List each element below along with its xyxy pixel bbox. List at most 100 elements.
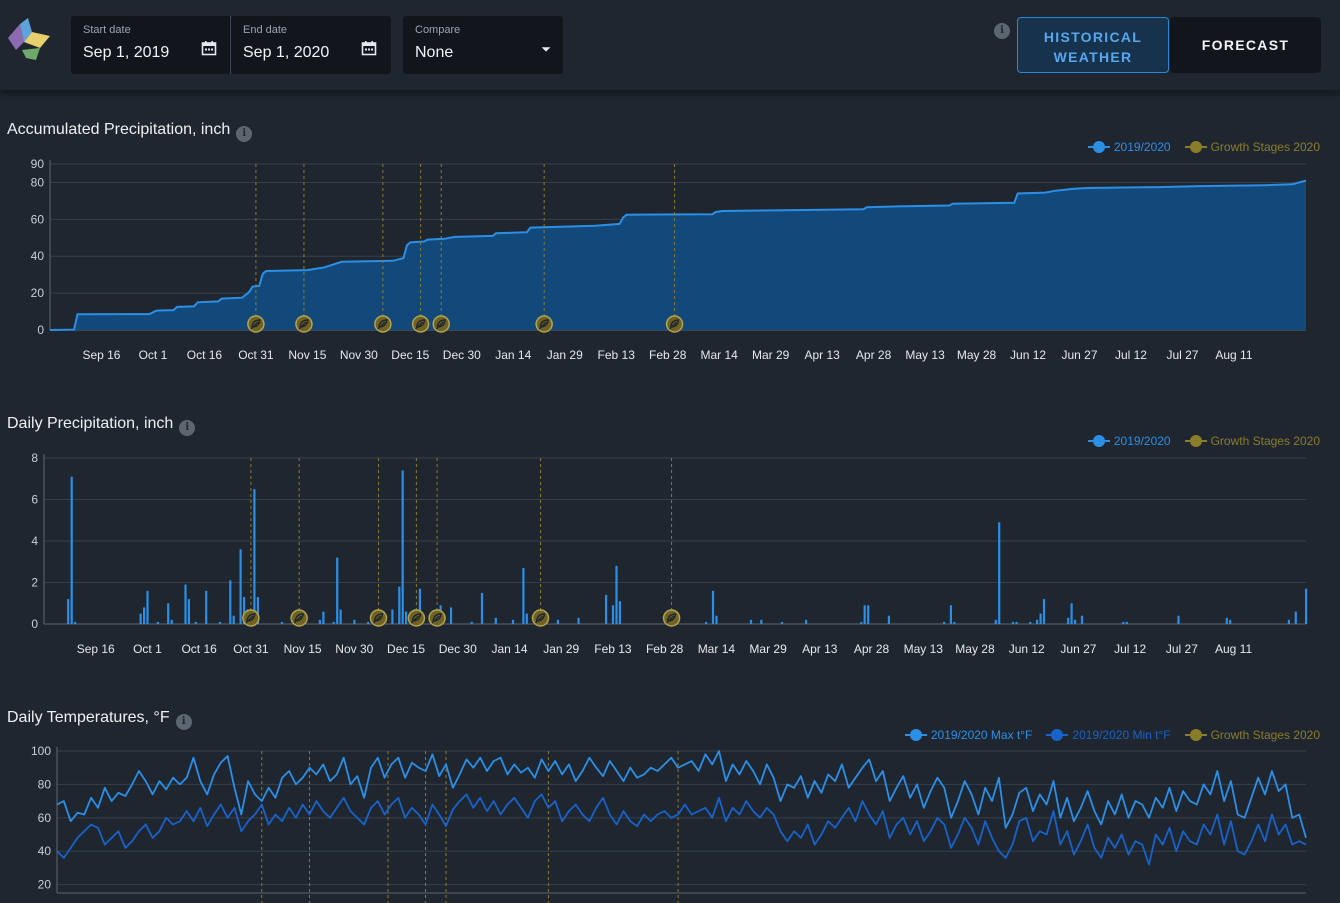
y-tick-label: 8 — [31, 451, 38, 465]
logo[interactable] — [6, 16, 54, 62]
min-temp-line — [56, 793, 1307, 866]
max-temp-line — [56, 750, 1307, 839]
precip-bar — [405, 611, 408, 624]
daily-temps-chart: 20 40 60 80 100 — [31, 744, 1307, 903]
precip-bar — [1015, 621, 1018, 624]
precip-bar — [1225, 617, 1228, 624]
info-icon[interactable]: i — [236, 126, 253, 142]
x-tick-label: Oct 1 — [139, 348, 168, 362]
x-tick-label: Jun 27 — [1061, 348, 1097, 362]
legend-item-min[interactable]: 2019/2020 Min t°F — [1046, 728, 1171, 742]
legend-item-growth-stages[interactable]: Growth Stages 2020 — [1184, 434, 1320, 448]
x-tick-label: Apr 28 — [856, 348, 892, 362]
precip-bar — [232, 615, 235, 624]
x-tick-label: Apr 28 — [854, 642, 890, 656]
precip-bar — [943, 621, 946, 624]
calendar-icon[interactable] — [361, 40, 377, 56]
precip-bar — [418, 588, 421, 624]
legend-label: Growth Stages 2020 — [1210, 728, 1320, 742]
precip-bar — [863, 605, 866, 624]
growth-stage-leaf-icon — [250, 319, 261, 330]
precip-bar — [253, 489, 256, 624]
daily-precip-chart: 0 2 4 6 8 Sep 16 Oct 1 Oct 16 Oct 31 Nov 15 Nov 30… — [31, 451, 1308, 656]
compare-value[interactable]: None — [415, 44, 454, 61]
x-tick-label: Aug 11 — [1215, 642, 1252, 656]
x-tick-label: May 13 — [905, 348, 945, 362]
growth-stage-leaf-icon — [538, 319, 549, 330]
legend-item-max[interactable]: 2019/2020 Max t°F — [904, 728, 1033, 742]
growth-stage-leaf-icon — [298, 319, 309, 330]
y-tick-label: 100 — [31, 744, 51, 758]
x-tick-label: Oct 31 — [233, 642, 269, 656]
precip-bar — [280, 621, 284, 624]
end-date-field[interactable]: End date Sep 1, 2020 — [231, 16, 391, 74]
x-tick-label: Oct 16 — [187, 348, 223, 362]
x-tick-label: Jan 14 — [495, 348, 531, 362]
start-date-value[interactable]: Sep 1, 2019 — [83, 44, 170, 61]
precip-bar — [1122, 621, 1125, 624]
y-tick-label: 40 — [38, 844, 52, 858]
x-tick-label: Jun 12 — [1010, 348, 1046, 362]
precip-bar — [1125, 621, 1128, 624]
info-icon[interactable]: i — [175, 714, 192, 730]
legend-marker-icon — [1184, 434, 1207, 448]
precip-bar — [525, 613, 528, 624]
legend-item-growth-stages[interactable]: Growth Stages 2020 — [1184, 728, 1320, 742]
top-toolbar: Start date Sep 1, 2019 End date Sep 1, 2… — [0, 0, 1340, 90]
precip-bar — [332, 621, 335, 624]
end-date-value[interactable]: Sep 1, 2020 — [243, 44, 330, 61]
x-tick-label: Nov 15 — [288, 348, 326, 362]
x-tick-label: Apr 13 — [802, 642, 838, 656]
x-tick-label: Feb 13 — [594, 642, 632, 656]
precip-bar — [494, 617, 497, 624]
precip-bar — [867, 605, 870, 624]
y-tick-label: 4 — [31, 534, 38, 548]
legend-label: 2019/2020 Min t°F — [1072, 728, 1171, 742]
info-icon[interactable]: i — [994, 23, 1010, 39]
precip-bar — [994, 619, 997, 624]
growth-stage-leaf-icon — [435, 319, 447, 330]
precip-bar — [318, 619, 321, 624]
historical-weather-button[interactable]: HISTORICAL WEATHER — [1017, 17, 1169, 73]
legend-item-series[interactable]: 2019/2020 — [1087, 140, 1171, 154]
x-tick-label: Feb 28 — [649, 348, 687, 362]
forecast-button[interactable]: FORECAST — [1170, 17, 1321, 73]
legend-item-series[interactable]: 2019/2020 — [1087, 434, 1171, 448]
precip-bar — [605, 594, 608, 624]
calendar-icon[interactable] — [201, 40, 217, 56]
legend-label: Growth Stages 2020 — [1210, 140, 1320, 154]
precip-bar — [1042, 599, 1046, 624]
start-date-field[interactable]: Start date Sep 1, 2019 — [71, 16, 231, 74]
x-tick-label: Dec 15 — [391, 348, 429, 362]
y-tick-label: 6 — [31, 493, 38, 507]
x-tick-label: Dec 30 — [439, 642, 477, 656]
precip-bar — [156, 621, 159, 624]
legend-marker-icon — [1087, 434, 1110, 448]
precip-bar — [715, 615, 718, 624]
accumulated-line — [49, 179, 1307, 331]
precip-bar — [511, 619, 515, 624]
precip-bar — [322, 611, 325, 624]
x-tick-label: Jan 29 — [547, 348, 583, 362]
precip-bar — [1011, 621, 1015, 624]
x-tick-label: May 28 — [955, 642, 995, 656]
precip-bar — [398, 586, 401, 624]
precip-bar — [229, 580, 232, 624]
daily-temps-title: Daily Temperatures, °F i — [7, 709, 192, 730]
precip-bar — [1294, 611, 1297, 624]
legend-label: 2019/2020 Max t°F — [930, 728, 1033, 742]
precip-bar — [953, 621, 956, 624]
legend-item-growth-stages[interactable]: Growth Stages 2020 — [1184, 140, 1320, 154]
x-tick-label: Jul 12 — [1114, 642, 1146, 656]
y-tick-label: 20 — [31, 286, 45, 300]
precip-bar — [167, 603, 170, 625]
info-icon[interactable]: i — [179, 420, 196, 436]
legend-label: Growth Stages 2020 — [1210, 434, 1320, 448]
precip-bar — [749, 619, 753, 624]
compare-select[interactable]: Compare None — [403, 16, 563, 74]
dropdown-caret-icon[interactable] — [539, 42, 553, 56]
precip-bar — [243, 597, 246, 624]
precip-bar — [146, 590, 149, 624]
precip-bar — [1029, 621, 1032, 624]
y-tick-label: 40 — [31, 249, 45, 263]
